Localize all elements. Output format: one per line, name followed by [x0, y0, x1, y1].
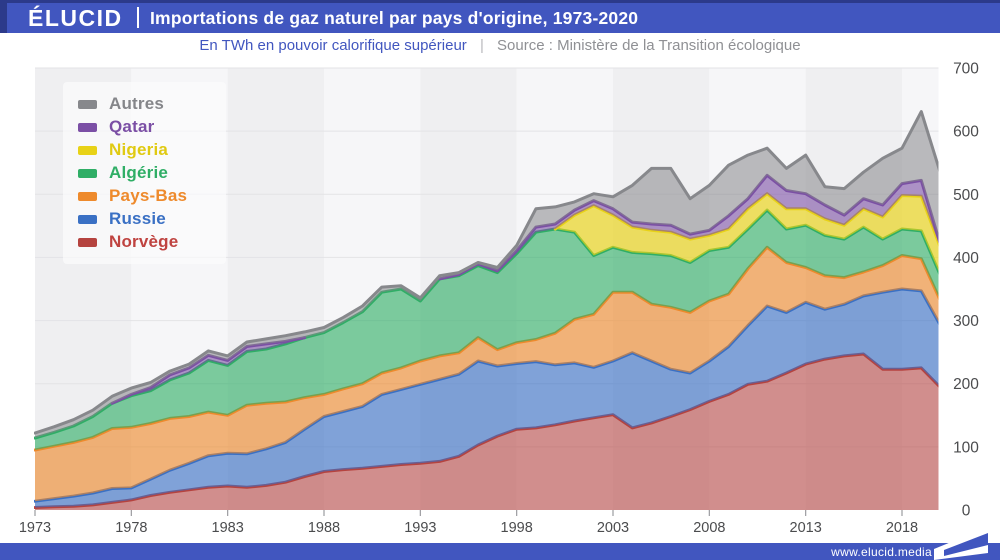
logo-divider	[137, 7, 139, 28]
line-autres	[34, 110, 939, 435]
legend-swatch	[78, 145, 97, 155]
series-areas	[34, 110, 939, 510]
area-autres	[35, 111, 939, 438]
subtitle-strip: En TWh en pouvoir calorifique supérieur …	[0, 33, 1000, 58]
legend-item-autres: Autres	[78, 93, 226, 115]
y-axis-label: 200	[953, 376, 979, 393]
y-axis-label: 300	[953, 313, 979, 330]
header-left-accent	[0, 0, 7, 33]
legend-swatch	[78, 214, 97, 224]
y-axis-label: 100	[953, 439, 979, 456]
x-axis-label: 1993	[404, 520, 436, 536]
legend-label: Autres	[109, 94, 165, 113]
legend-swatch	[78, 99, 97, 109]
legend-swatch	[78, 237, 97, 247]
area-russie	[35, 289, 939, 508]
x-axis-label: 2018	[886, 520, 918, 536]
legend-label: Qatar	[109, 117, 155, 136]
area-norvège	[35, 354, 939, 510]
x-axis-label: 1983	[212, 520, 244, 536]
legend-swatch	[78, 191, 97, 201]
y-axis-label: 400	[953, 250, 979, 267]
x-axis-label: 2003	[597, 520, 629, 536]
chart-legend: Autres Qatar Nigeria Algérie Pays-Bas Russie N…	[63, 82, 226, 264]
legend-swatch	[78, 168, 97, 178]
y-axis-label: 700	[953, 61, 979, 78]
subtitle-separator: |	[479, 37, 484, 54]
legend-label: Norvège	[109, 232, 179, 251]
y-axis-label: 500	[953, 187, 979, 204]
legend-item-norvège: Norvège	[78, 231, 226, 253]
legend-label: Russie	[109, 209, 166, 228]
x-axis-label: 2013	[790, 520, 822, 536]
area-algérie	[35, 210, 939, 450]
source-label: Source : Ministère de la Transition écol…	[497, 37, 801, 54]
area-pays-bas	[35, 247, 939, 502]
site-url[interactable]: www.elucid.media	[831, 545, 932, 559]
legend-item-nigeria: Nigeria	[78, 139, 226, 161]
header-top-accent	[0, 0, 1000, 3]
unit-label: En TWh en pouvoir calorifique supérieur	[199, 37, 467, 54]
y-axis-label: 0	[962, 503, 971, 520]
elucid-logo: ÉLUCID	[28, 5, 123, 31]
legend-item-pays-bas: Pays-Bas	[78, 185, 226, 207]
legend-item-qatar: Qatar	[78, 116, 226, 138]
legend-item-russie: Russie	[78, 208, 226, 230]
chart-title: Importations de gaz naturel par pays d'o…	[150, 8, 639, 28]
legend-item-algérie: Algérie	[78, 162, 226, 184]
x-axis-label: 1978	[115, 520, 147, 536]
x-axis-label: 1973	[19, 520, 51, 536]
elucid-flag-icon	[934, 527, 988, 560]
legend-label: Pays-Bas	[109, 186, 188, 205]
x-axis-label: 2008	[693, 520, 725, 536]
header-bar: ÉLUCID Importations de gaz naturel par p…	[0, 0, 1000, 33]
legend-label: Nigeria	[109, 140, 169, 159]
y-axis-label: 600	[953, 124, 979, 141]
legend-label: Algérie	[109, 163, 169, 182]
footer-bar	[0, 543, 1000, 560]
x-axis-label: 1988	[308, 520, 340, 536]
legend-swatch	[78, 122, 97, 132]
x-axis-label: 1998	[501, 520, 533, 536]
